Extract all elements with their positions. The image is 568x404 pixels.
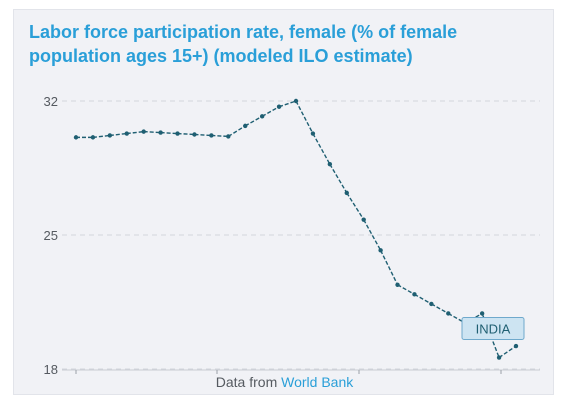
data-point	[395, 282, 400, 287]
data-point	[361, 217, 366, 222]
data-point	[429, 301, 434, 307]
data-point	[513, 343, 519, 349]
series-line-segment	[447, 312, 466, 324]
series-line-segment	[431, 303, 449, 315]
data-point	[496, 355, 502, 360]
series-line-segment	[211, 134, 229, 138]
series-line-segment	[261, 106, 280, 117]
series-line-segment	[227, 125, 246, 138]
data-point	[107, 133, 113, 138]
data-point	[73, 135, 79, 140]
series-line-segment	[160, 131, 178, 135]
series-line-segment	[278, 100, 297, 108]
source-prefix: Data from	[215, 374, 282, 390]
line-chart: 18 25 32 INDIA	[44, 94, 540, 377]
y-tick-label-25: 25	[44, 228, 58, 243]
data-point	[276, 104, 282, 109]
data-point	[293, 98, 299, 104]
tooltip-label: INDIA	[476, 321, 511, 336]
series-line-segment	[329, 163, 348, 194]
data-point	[141, 129, 146, 134]
data-point	[124, 131, 129, 136]
data-point	[158, 130, 163, 135]
source-link[interactable]: World Bank	[281, 374, 354, 390]
data-point	[310, 131, 316, 136]
source-credit: Data from World Bank	[14, 374, 555, 390]
series-line-segment	[244, 115, 263, 127]
data-point	[192, 132, 197, 137]
chart-title: Labor force participation rate, female (…	[29, 22, 458, 66]
series-line-segment	[143, 130, 161, 134]
data-point	[378, 248, 383, 253]
data-point	[259, 114, 265, 119]
data-point	[209, 133, 214, 138]
y-tick-label-18: 18	[44, 362, 58, 377]
series-line-segment	[414, 293, 432, 305]
series-line-segment	[498, 345, 517, 359]
series-line-segment	[194, 133, 212, 137]
series-line-segment	[312, 133, 331, 165]
data-point	[175, 131, 180, 136]
data-point	[412, 292, 417, 297]
y-tick-label-32: 32	[44, 94, 58, 109]
series-line-segment	[397, 284, 415, 295]
series-line-segment	[126, 130, 144, 135]
chart-card: Labor force participation rate, female (…	[13, 9, 554, 395]
data-point	[226, 134, 231, 139]
series-line-segment	[109, 132, 127, 137]
series-line-segment	[346, 192, 365, 221]
tooltip-box	[461, 316, 525, 340]
data-point	[446, 311, 451, 316]
series-line-segment	[177, 132, 195, 136]
data-point	[243, 123, 248, 129]
series-line-segment	[379, 250, 399, 286]
data-point	[327, 161, 333, 167]
series-line-segment	[92, 134, 110, 139]
data-point	[344, 190, 349, 196]
series-line-segment	[295, 100, 314, 134]
data-point	[479, 311, 485, 316]
data-point	[90, 135, 96, 140]
